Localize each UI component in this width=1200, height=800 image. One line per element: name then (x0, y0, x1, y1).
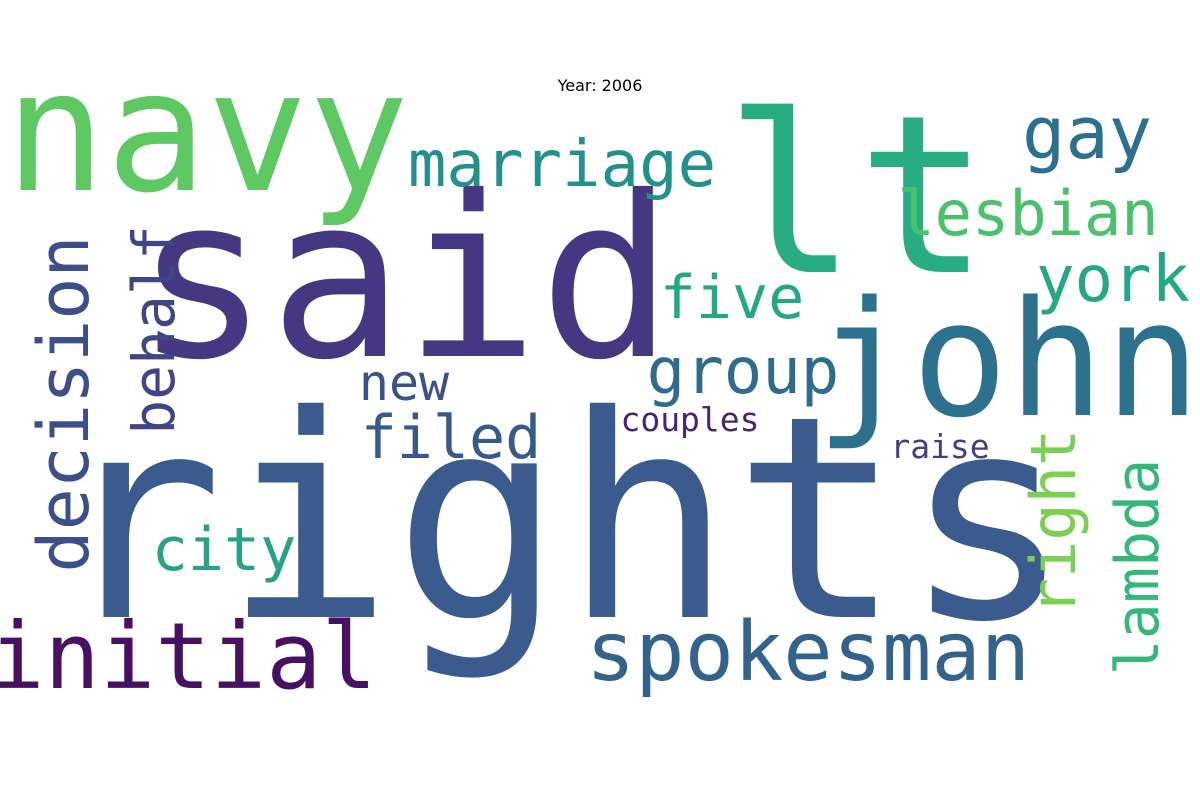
word-lesbian: lesbian (897, 177, 1158, 250)
word-john: john (815, 266, 1200, 453)
word-marriage: marriage (408, 128, 716, 202)
word-lt: lt (725, 68, 990, 324)
word-york: york (1036, 243, 1190, 317)
word-lambda: lambda (1103, 459, 1173, 676)
word-raise: raise (890, 427, 989, 466)
word-rights: rights (54, 355, 1073, 684)
word-group: group (647, 335, 840, 409)
word-five: five (660, 263, 805, 333)
word-said: said (134, 148, 673, 409)
word-initial: initial (0, 603, 377, 710)
word-right: right (1017, 429, 1090, 616)
word-city: city (152, 515, 297, 585)
word-filed: filed (361, 403, 542, 473)
word-decision: decision (23, 235, 105, 572)
figure-title: Year: 2006 (557, 76, 643, 95)
word-gay: gay (1022, 91, 1152, 175)
word-behalf: behalf (120, 225, 188, 435)
word-spokesman: spokesman (586, 605, 1030, 700)
word-couples: couples (620, 400, 759, 439)
word-navy: navy (5, 34, 410, 230)
word-new: new (359, 354, 450, 412)
